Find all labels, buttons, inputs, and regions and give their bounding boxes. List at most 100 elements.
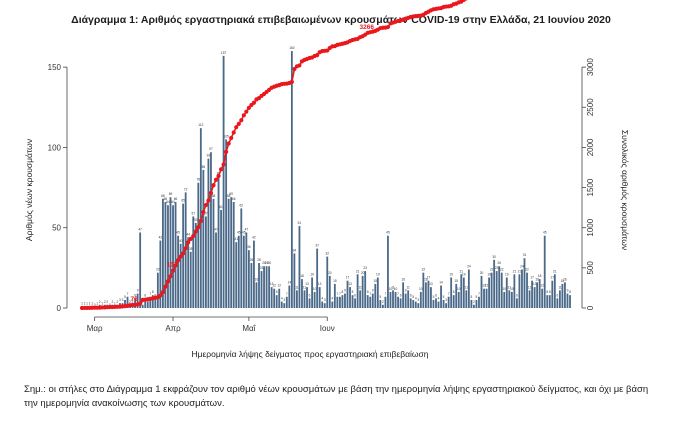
bar <box>222 55 225 309</box>
bar-value-label: 26 <box>267 261 271 265</box>
y-axis-right-title: Συνολικός αριθμός κρουσμάτων <box>620 130 630 250</box>
bar-value-label: 30 <box>492 255 496 259</box>
cumulative-point <box>385 24 391 30</box>
bar <box>551 280 554 308</box>
bar-value-label: 10 <box>502 287 506 291</box>
bar-value-label: 28 <box>250 258 254 262</box>
bar-value-label: 18 <box>300 274 304 278</box>
bar-value-label: 6 <box>154 293 156 297</box>
bar <box>381 304 384 308</box>
bar-value-label: 2 <box>111 300 113 304</box>
bar <box>402 282 405 308</box>
bar-value-label: 23 <box>495 266 499 270</box>
bar <box>230 197 233 308</box>
bar <box>280 301 283 308</box>
bar <box>518 274 521 308</box>
bar-value-label: 9 <box>344 289 346 293</box>
bar <box>187 237 190 308</box>
bar <box>306 287 308 308</box>
bar-value-label: 17 <box>346 276 350 280</box>
bar-value-label: 22 <box>490 268 494 272</box>
y-right-tick-label: 2000 <box>586 138 595 156</box>
bar <box>139 232 142 308</box>
bar-value-label: 8 <box>342 290 344 294</box>
bar <box>326 256 329 308</box>
bar-value-label: 34 <box>293 248 297 252</box>
bar-value-label: 14 <box>439 281 443 285</box>
bar-value-label: 21 <box>513 269 517 273</box>
bar <box>255 282 258 308</box>
bar-value-label: 8 <box>276 290 278 294</box>
bar-value-label: 21 <box>460 269 464 273</box>
y-left-tick-label: 50 <box>52 224 61 233</box>
bar <box>569 295 571 308</box>
bar <box>270 287 273 308</box>
cumulative-point <box>289 79 294 84</box>
bar <box>430 287 432 308</box>
bar <box>371 293 374 308</box>
bar <box>210 152 212 308</box>
bar-value-label: 11 <box>528 285 532 289</box>
bar-value-label: 68 <box>227 194 231 198</box>
cumulative-point <box>138 301 143 306</box>
bar <box>162 198 164 308</box>
bar-value-label: 15 <box>561 279 565 283</box>
bar-value-label: 17 <box>427 276 431 280</box>
bar-value-label: 19 <box>462 272 466 276</box>
bar-value-label: 13 <box>270 282 274 286</box>
bar-value-label: 4 <box>415 297 417 301</box>
bar-value-label: 19 <box>376 272 380 276</box>
bar-value-label: 20 <box>361 271 365 275</box>
bar-value-label: 26 <box>265 261 269 265</box>
bar-value-label: 5 <box>443 295 445 299</box>
bar <box>515 298 518 308</box>
bar-value-label: 1 <box>114 301 116 305</box>
bar-value-label: 21 <box>553 269 557 273</box>
bar <box>268 266 271 308</box>
bar <box>149 296 152 308</box>
cumulative-point <box>292 66 297 72</box>
bar <box>488 277 490 308</box>
bar-value-label: 7 <box>339 292 341 296</box>
bar-value-label: 8 <box>352 290 354 294</box>
bar <box>250 263 253 308</box>
bar-value-label: 12 <box>485 284 489 288</box>
bar <box>197 182 200 308</box>
bar-value-label: 64 <box>166 200 170 204</box>
bar-value-label: 10 <box>389 287 393 291</box>
bar <box>538 279 541 308</box>
bar-value-label: 31 <box>523 253 527 257</box>
bar <box>457 291 460 308</box>
bar <box>126 296 129 308</box>
bar-value-label: 3 <box>417 298 419 302</box>
bar <box>263 266 265 308</box>
y-left-tick-label: 100 <box>48 143 62 152</box>
bar <box>273 288 276 308</box>
y-right-tick-label: 2500 <box>586 98 595 116</box>
bar-value-label: 69 <box>229 192 233 196</box>
cumulative-point <box>297 63 302 68</box>
cumulative-point <box>226 141 231 146</box>
bar-value-label: 45 <box>386 231 390 235</box>
bar-value-label: 16 <box>535 277 539 281</box>
bar-value-label: 53 <box>194 218 198 222</box>
bar <box>475 299 478 308</box>
bar <box>220 210 222 308</box>
bar <box>397 296 399 308</box>
bar-value-label: 47 <box>214 228 218 232</box>
bar-value-label: 68 <box>161 194 165 198</box>
bar <box>321 301 324 308</box>
bar <box>278 288 281 308</box>
bar <box>493 259 496 308</box>
bar-value-label: 37 <box>315 244 319 248</box>
bar-value-label: 82 <box>217 171 221 175</box>
bar-value-label: 22 <box>422 268 426 272</box>
bar-value-label: 22 <box>156 268 160 272</box>
bar <box>455 283 458 308</box>
bar <box>556 298 559 308</box>
y-left-tick-label: 150 <box>48 63 62 72</box>
bar <box>503 291 506 308</box>
bar-value-label: 7 <box>369 292 371 296</box>
y-right-tick-label: 500 <box>586 261 595 275</box>
